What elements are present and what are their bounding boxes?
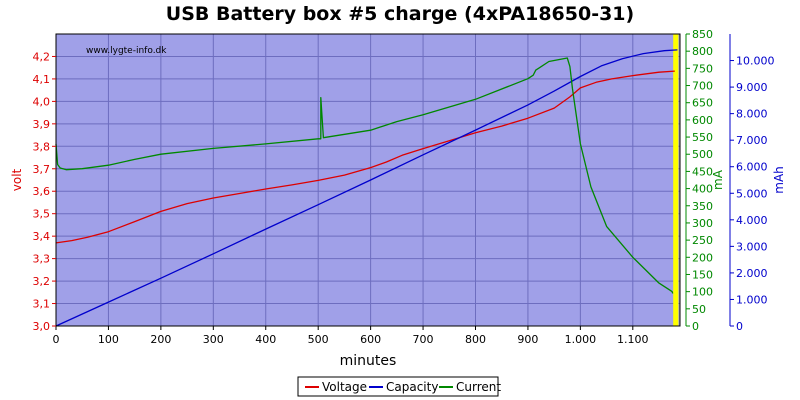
volt-tick-label: 4,1 [33,73,51,86]
chart-title: USB Battery box #5 charge (4xPA18650-31) [166,3,634,25]
mAh-tick-label: 8.000 [736,108,768,121]
x-tick-label: 700 [413,333,434,346]
x-tick-label: 1.100 [617,333,649,346]
legend: Voltage Capacity Current [297,376,501,397]
mAh-tick-label: 3.000 [736,240,768,253]
volt-tick-label: 3,0 [33,320,51,333]
mA-tick-label: 200 [692,251,713,264]
mAh-tick-label: 1.000 [736,293,768,306]
mAh-tick-label: 2.000 [736,267,768,280]
x-tick-label: 200 [150,333,171,346]
mA-tick-label: 400 [692,183,713,196]
volt-tick-label: 4,0 [33,95,51,108]
x-axis-label: minutes [340,353,397,369]
x-tick-label: 500 [308,333,329,346]
mA-tick-label: 650 [692,97,713,110]
x-tick-label: 600 [360,333,381,346]
plot-background [56,34,680,326]
mA-tick-label: 700 [692,80,713,93]
mA-tick-label: 100 [692,286,713,299]
x-tick-label: 900 [517,333,538,346]
volt-tick-label: 3,8 [33,140,51,153]
mAh-tick-label: 10.000 [736,55,775,68]
mA-tick-label: 250 [692,234,713,247]
mA-tick-label: 850 [692,28,713,41]
series-line-capacity [55,49,678,327]
mA-tick-label: 750 [692,62,713,75]
volt-tick-label: 3,6 [33,185,51,198]
mAh-tick-label: 7.000 [736,134,768,147]
mA-tick-label: 350 [692,200,713,213]
volt-tick-label: 3,2 [33,275,51,288]
mA-tick-label: 500 [692,148,713,161]
volt-tick-label: 3,1 [33,298,51,311]
volt-tick-label: 3,4 [33,230,51,243]
series-lines [55,49,678,327]
mA-tick-label: 150 [692,268,713,281]
mAh-tick-label: 9.000 [736,81,768,94]
legend-label-current: Current [456,380,501,394]
mA-tick-label: 0 [692,320,699,333]
volt-tick-label: 3,7 [33,163,51,176]
highlight-band [673,34,679,326]
mAh-tick-label: 0 [736,320,743,333]
series-line-voltage [55,70,675,244]
legend-box [297,376,499,397]
x-tick-label: 300 [203,333,224,346]
mA-tick-label: 800 [692,45,713,58]
mAh-tick-label: 5.000 [736,187,768,200]
mA-tick-label: 50 [692,303,706,316]
legend-label-capacity: Capacity [386,380,438,394]
plot-frame [55,33,681,327]
x-tick-label: 400 [255,333,276,346]
mA-axis-label: mA [711,169,725,190]
mA-tick-label: 550 [692,131,713,144]
legend-label-voltage: Voltage [322,380,367,394]
x-tick-label: 100 [98,333,119,346]
volt-tick-label: 4,2 [33,50,51,63]
x-tick-label: 0 [53,333,60,346]
watermark: www.lygte-info.dk [86,46,167,56]
highlight-band-rect [673,34,679,326]
series-line-current [55,57,674,294]
mA-tick-label: 450 [692,165,713,178]
mA-tick-label: 300 [692,217,713,230]
x-tick-label: 1.000 [565,333,597,346]
volt-tick-label: 3,9 [33,118,51,131]
axes: 0 100 200 300 400 500 600 700 800 900 1.000 1.1003,… [33,28,775,346]
mAh-tick-label: 4.000 [736,214,768,227]
volt-axis-label: volt [10,168,24,191]
mA-tick-label: 600 [692,114,713,127]
mAh-axis-label: mAh [772,166,786,194]
x-tick-label: 800 [465,333,486,346]
volt-tick-label: 3,5 [33,208,51,221]
volt-tick-label: 3,3 [33,253,51,266]
mAh-tick-label: 6.000 [736,161,768,174]
